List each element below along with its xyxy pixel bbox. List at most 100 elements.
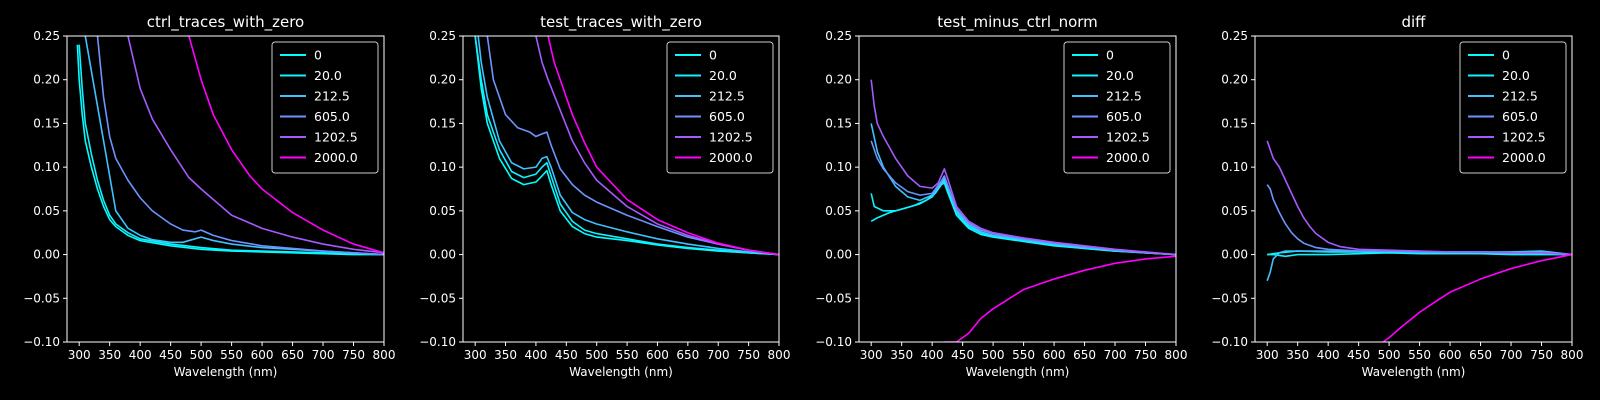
- legend-entry: 0: [709, 48, 717, 63]
- x-tick-label: 600: [646, 348, 669, 362]
- x-tick-label: 700: [1500, 348, 1523, 362]
- y-tick-label: 0.25: [429, 29, 456, 43]
- y-tick-label: 0.05: [33, 204, 60, 218]
- y-tick-label: 0.00: [429, 248, 456, 262]
- y-tick-label: −0.10: [1211, 335, 1248, 349]
- legend: 0 20.0 212.5 605.0 1202.5 2000.0: [271, 41, 379, 174]
- series-line-2: [84, 36, 384, 256]
- x-tick-label: 750: [1134, 348, 1157, 362]
- x-tick-label: 600: [1439, 348, 1462, 362]
- y-tick-label: 0.00: [33, 248, 60, 262]
- x-axis-label: Wavelength (nm): [1362, 365, 1466, 379]
- y-tick-label: 0.25: [1221, 29, 1248, 43]
- x-tick-label: 800: [1561, 348, 1584, 362]
- legend-entry: 0: [1106, 48, 1114, 63]
- legend-entry: 2000.0: [1106, 150, 1150, 165]
- x-tick-label: 700: [707, 348, 730, 362]
- x-tick-label: 800: [373, 348, 396, 362]
- x-tick-label: 400: [921, 348, 944, 362]
- x-tick-label: 350: [98, 348, 121, 362]
- legend-entry: 1202.5: [314, 130, 358, 145]
- x-tick-label: 350: [1286, 348, 1309, 362]
- y-tick-label: 0.15: [429, 116, 456, 130]
- x-tick-label: 750: [342, 348, 365, 362]
- x-tick-label: 650: [1469, 348, 1492, 362]
- y-tick-label: 0.10: [1221, 160, 1248, 174]
- chart-panel-3: 300 350 400 450 500 550 600 650 700 750 800 −0.10 −0…: [815, 13, 1187, 379]
- x-tick-label: 300: [860, 348, 883, 362]
- y-tick-label: 0.00: [825, 248, 852, 262]
- x-axis-label: Wavelength (nm): [966, 365, 1070, 379]
- chart-title: diff: [1401, 13, 1426, 31]
- y-tick-label: 0.25: [825, 29, 852, 43]
- chart-panel-4: 300 350 400 450 500 550 600 650 700 750 800 −0.10 −0…: [1211, 13, 1583, 379]
- x-axis-label: Wavelength (nm): [569, 365, 673, 379]
- series-line-4: [870, 79, 1176, 256]
- legend-entry: 212.5: [709, 89, 745, 104]
- x-tick-label: 350: [494, 348, 517, 362]
- x-tick-label: 500: [585, 348, 608, 362]
- y-tick-label: 0.20: [825, 73, 852, 87]
- series-line-1: [870, 179, 1176, 256]
- series-line-4: [127, 36, 384, 254]
- series-line-2: [1266, 250, 1572, 282]
- chart-title: test_traces_with_zero: [540, 13, 702, 32]
- legend-entry: 2000.0: [314, 150, 358, 165]
- legend-entry: 20.0: [709, 68, 737, 83]
- x-tick-label: 450: [1347, 348, 1370, 362]
- x-tick-label: 500: [982, 348, 1005, 362]
- y-tick-label: −0.05: [815, 291, 852, 305]
- y-tick-label: 0.15: [1221, 116, 1248, 130]
- legend-entry: 20.0: [314, 68, 342, 83]
- y-tick-label: 0.10: [429, 160, 456, 174]
- x-tick-label: 650: [1073, 348, 1096, 362]
- series-line-1: [1267, 252, 1572, 258]
- series-group: [870, 79, 1176, 342]
- series-line-5: [1382, 253, 1572, 342]
- legend: 0 20.0 212.5 605.0 1202.5 2000.0: [666, 41, 774, 174]
- x-tick-label: 750: [1530, 348, 1553, 362]
- y-tick-label: −0.10: [419, 335, 456, 349]
- y-tick-label: 0.05: [825, 204, 852, 218]
- series-line-3: [96, 36, 384, 256]
- x-tick-label: 400: [129, 348, 152, 362]
- legend-entry: 2000.0: [1502, 150, 1546, 165]
- axes-frame: [1254, 35, 1573, 343]
- x-tick-label: 600: [251, 348, 274, 362]
- series-line-1: [474, 36, 779, 256]
- legend-entry: 2000.0: [709, 150, 753, 165]
- x-tick-label: 550: [1012, 348, 1035, 362]
- legend-entry: 605.0: [709, 109, 745, 124]
- legend: 0 20.0 212.5 605.0 1202.5 2000.0: [1063, 41, 1171, 174]
- legend-entry: 20.0: [1502, 68, 1530, 83]
- y-tick-label: 0.10: [33, 160, 60, 174]
- x-tick-label: 300: [68, 348, 91, 362]
- axes-frame: [858, 35, 1177, 343]
- y-tick-label: 0.10: [825, 160, 852, 174]
- x-tick-label: 650: [281, 348, 304, 362]
- y-tick-label: 0.25: [33, 29, 60, 43]
- y-tick-label: 0.15: [33, 116, 60, 130]
- chart-title: ctrl_traces_with_zero: [147, 13, 304, 32]
- series-line-3: [870, 140, 1176, 256]
- x-tick-label: 750: [737, 348, 760, 362]
- chart-title: test_minus_ctrl_norm: [937, 13, 1098, 32]
- x-tick-label: 300: [1256, 348, 1279, 362]
- legend-entry: 212.5: [314, 89, 350, 104]
- series-line-3: [1266, 184, 1572, 256]
- x-tick-label: 350: [890, 348, 913, 362]
- x-tick-label: 800: [1165, 348, 1188, 362]
- x-tick-label: 650: [676, 348, 699, 362]
- series-line-1: [78, 44, 384, 256]
- x-tick-label: 550: [220, 348, 243, 362]
- x-tick-label: 450: [951, 348, 974, 362]
- series-line-5: [547, 36, 779, 256]
- y-tick-label: 0.05: [429, 204, 456, 218]
- series-line-5: [188, 36, 384, 254]
- axes-frame: [462, 35, 780, 343]
- legend-entry: 212.5: [1106, 89, 1142, 104]
- x-tick-label: 400: [524, 348, 547, 362]
- series-line-0: [474, 36, 779, 256]
- series-line-4: [535, 36, 779, 256]
